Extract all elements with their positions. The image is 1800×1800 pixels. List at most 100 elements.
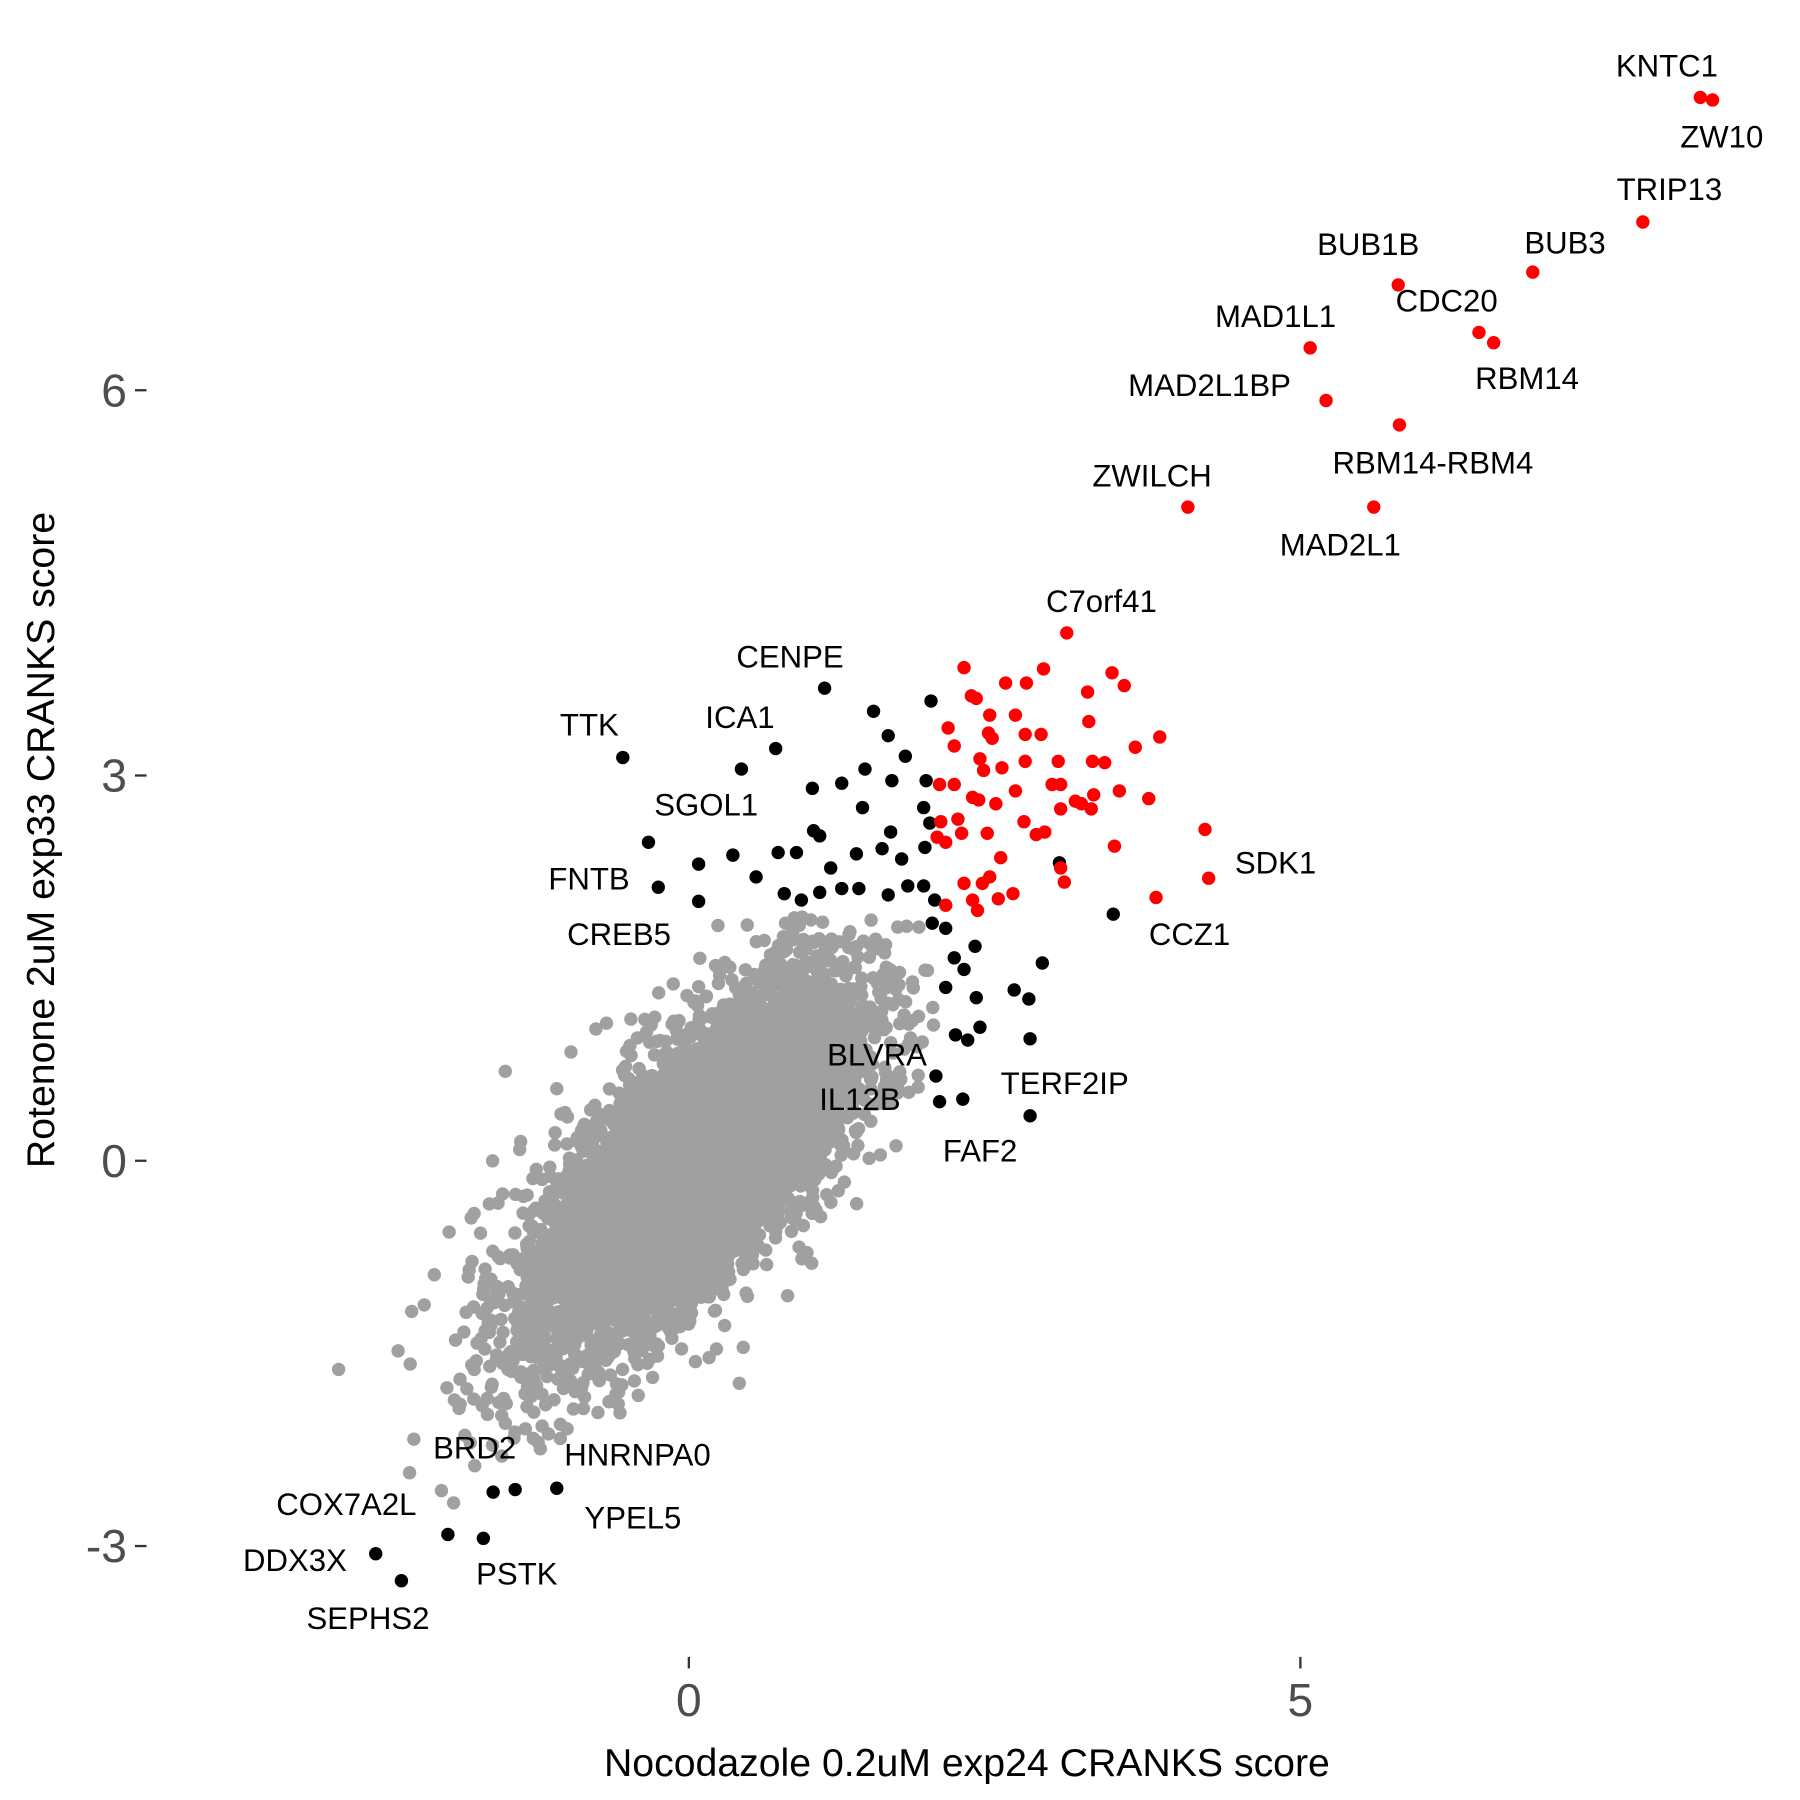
background-point: [498, 1064, 512, 1079]
background-point: [627, 1374, 642, 1388]
background-point: [796, 1218, 811, 1233]
background-point: [819, 954, 834, 968]
background-point: [550, 1081, 564, 1096]
background-point: [902, 1085, 916, 1099]
background-point: [898, 995, 913, 1009]
background-point: [777, 944, 791, 959]
background-point: [829, 1159, 843, 1173]
background-point: [485, 1438, 500, 1452]
background-point: [576, 1401, 591, 1416]
background-point: [576, 1376, 590, 1390]
background-point: [903, 1031, 918, 1045]
background-point: [780, 1288, 795, 1303]
background-point: [553, 1431, 568, 1446]
background-point: [642, 1352, 657, 1366]
background-point: [873, 1148, 888, 1162]
background-point: [566, 1402, 581, 1416]
background-point: [886, 998, 900, 1012]
background-point: [527, 1405, 541, 1419]
background-point: [615, 1063, 630, 1077]
background-point: [889, 1139, 903, 1153]
background-point: [739, 1286, 753, 1300]
background-point: [495, 1449, 509, 1463]
background-point: [717, 1318, 732, 1333]
background-point: [624, 1012, 638, 1026]
background-point: [448, 1333, 463, 1347]
background-point: [864, 913, 878, 927]
background-point: [453, 1372, 467, 1386]
background-point: [599, 1016, 614, 1030]
background-point: [434, 1483, 449, 1498]
background-point: [520, 1188, 534, 1202]
background-point: [926, 1000, 940, 1015]
background-point: [652, 986, 666, 1000]
background-point: [331, 1362, 346, 1377]
background-point: [391, 1344, 405, 1358]
background-point: [820, 1187, 834, 1202]
background-point: [519, 1278, 533, 1293]
background-point: [863, 937, 877, 951]
background-point: [693, 951, 707, 965]
background-point: [583, 1103, 598, 1117]
background-point: [645, 1370, 660, 1385]
background-point: [468, 1459, 482, 1473]
background-point: [462, 1263, 476, 1277]
background-point: [886, 1046, 900, 1060]
background-point: [862, 950, 877, 964]
background-points: [331, 910, 941, 1510]
background-point: [591, 1405, 605, 1420]
background-point: [548, 1125, 562, 1140]
background-point: [631, 1388, 645, 1403]
background-point: [526, 1431, 541, 1446]
background-point: [440, 1381, 454, 1395]
background-point: [862, 1151, 876, 1166]
background-point: [752, 975, 766, 989]
background-point: [699, 989, 714, 1003]
background-point: [518, 1422, 533, 1436]
background-point: [602, 1082, 617, 1096]
background-point: [564, 1045, 578, 1059]
background-point: [797, 1116, 812, 1131]
background-point: [460, 1382, 474, 1396]
background-point: [485, 1377, 499, 1391]
background-point: [728, 980, 743, 995]
background-point: [749, 935, 763, 949]
background-point: [759, 1257, 774, 1272]
background-point: [615, 1362, 630, 1377]
background-point: [707, 1304, 722, 1318]
background-point: [613, 1337, 627, 1351]
background-point: [589, 1022, 603, 1036]
background-point: [507, 1431, 521, 1445]
background-point: [631, 1357, 645, 1372]
background-point: [891, 920, 905, 934]
background-point: [407, 1432, 421, 1446]
background-point: [642, 1035, 657, 1049]
background-point: [740, 918, 754, 932]
background-point: [613, 1096, 627, 1111]
background-point: [768, 1231, 783, 1245]
background-point: [473, 1226, 488, 1240]
background-point: [804, 913, 818, 927]
background-point: [540, 1369, 554, 1384]
background-point: [905, 975, 920, 989]
background-point: [491, 1196, 505, 1210]
background-point: [553, 1417, 568, 1432]
background-point: [547, 1393, 561, 1407]
background-point: [834, 1148, 848, 1162]
background-point: [849, 1196, 864, 1211]
background-point: [857, 1107, 872, 1122]
background-point: [478, 1262, 492, 1276]
background-point: [417, 1298, 431, 1312]
background-point: [800, 1245, 814, 1260]
background-point: [776, 929, 791, 944]
background-point: [711, 918, 725, 933]
background-point: [759, 958, 773, 972]
background-point: [404, 1304, 419, 1319]
background-point: [828, 964, 842, 978]
background-point: [469, 1354, 483, 1368]
background-point: [564, 1226, 579, 1241]
background-point: [674, 1342, 689, 1356]
background-point: [402, 1466, 417, 1480]
background-point: [485, 1154, 500, 1168]
